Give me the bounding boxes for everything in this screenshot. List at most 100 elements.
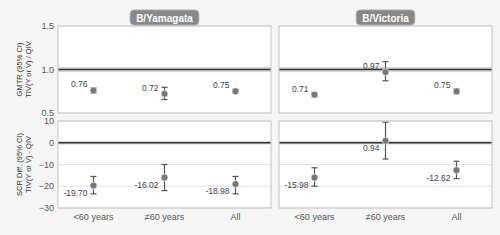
y-axis-label-line: SCR Diff. (95% CI)	[15, 133, 24, 196]
data-label: -12.62	[426, 173, 450, 183]
error-bar-cap	[383, 158, 389, 159]
y-tick-label: 1.0	[41, 65, 54, 75]
error-bar-cap	[162, 99, 168, 100]
chart: 0.51.01.50.760.720.75B/YamagataGMTR (95%…	[0, 0, 500, 235]
point	[161, 90, 168, 97]
point	[90, 182, 97, 189]
y-tick-label: −20	[39, 181, 54, 191]
error-bar-cap	[91, 193, 97, 194]
error-bar	[383, 122, 389, 159]
plot-background	[58, 121, 271, 208]
data-label: 0.71	[292, 84, 309, 94]
error-bar-cap	[91, 176, 97, 177]
panel: -15.98 0.94 -12.62 <60 years ≠60 years All	[279, 121, 492, 222]
title-badge: B/Victoria	[356, 10, 415, 25]
error-bar-cap	[454, 161, 460, 162]
error-bar-cap	[383, 80, 389, 81]
x-tick-label: All	[451, 212, 461, 222]
reference-band	[58, 141, 271, 144]
data-label: -18.98	[205, 186, 229, 196]
error-bar-cap	[312, 186, 318, 187]
data-label: 0.72	[142, 83, 159, 93]
error-bar	[454, 161, 460, 178]
title-badge: B/Yamagata	[130, 10, 199, 25]
y-axis-label: SCR Diff. (95% CI)TIV(Y or V) - QIV	[15, 133, 33, 196]
grid-line	[279, 186, 492, 187]
plot-area	[279, 122, 492, 186]
y-axis-label: GMTR (95% CI)TIV(Y or V) / QIV	[15, 41, 33, 98]
plot-background	[58, 26, 271, 113]
x-tick-label: All	[230, 212, 240, 222]
x-tick-label: ≠60 years	[145, 212, 185, 222]
data-label: 0.75	[434, 80, 451, 90]
data-label: 0.97	[363, 61, 380, 71]
error-bar-cap	[383, 121, 389, 122]
y-tick-label: 1.5	[41, 21, 54, 31]
data-label: -19.70	[63, 188, 87, 198]
plot-frame	[58, 26, 271, 113]
point	[232, 181, 239, 188]
title-background	[356, 10, 415, 25]
grid-line	[279, 164, 492, 165]
y-tick-label: 10	[44, 116, 54, 126]
plot-frame	[58, 121, 271, 208]
error-bar	[312, 168, 318, 186]
y-axis-label-line: TIV(Y or V) - QIV	[24, 136, 33, 193]
plot-area	[58, 67, 271, 100]
y-axis-label-line: GMTR (95% CI)	[15, 42, 24, 96]
point	[453, 88, 460, 95]
error-bar-cap	[233, 176, 239, 177]
point	[90, 87, 97, 94]
data-label: 0.76	[71, 79, 88, 89]
grid-line	[58, 164, 271, 165]
x-tick-label: <60 years	[74, 212, 114, 222]
plot-background	[279, 26, 492, 113]
reference-line	[58, 142, 271, 143]
error-bar-cap	[162, 190, 168, 191]
error-bar	[454, 89, 460, 94]
error-bar	[91, 176, 97, 193]
plot-background	[279, 121, 492, 208]
error-bar-cap	[383, 61, 389, 62]
point	[382, 69, 389, 76]
error-bar	[233, 176, 239, 193]
error-bar-cap	[162, 164, 168, 165]
error-bar-cap	[454, 178, 460, 179]
data-label: 0.75	[213, 80, 230, 90]
title-background	[130, 10, 199, 25]
error-bar	[162, 165, 168, 191]
point	[161, 174, 168, 181]
point	[453, 167, 460, 174]
data-label: -15.98	[284, 180, 308, 190]
error-bar	[91, 88, 97, 93]
data-label: 0.94	[363, 143, 380, 153]
plot-area	[58, 141, 271, 194]
y-axis-label-line: TIV(Y or V) / QIV	[24, 41, 33, 98]
plot-frame	[279, 26, 492, 113]
title: B/Yamagata	[136, 13, 193, 24]
error-bar	[383, 62, 389, 81]
panel: 0.71 0.97 0.75 B/Victoria	[279, 10, 492, 113]
point	[311, 174, 318, 181]
point	[232, 88, 239, 95]
data-label: -16.02	[134, 180, 158, 190]
reference-band	[58, 67, 271, 72]
plot-area	[279, 62, 492, 99]
panel: 0.51.01.50.760.720.75B/YamagataGMTR (95%…	[15, 10, 271, 118]
x-tick-label: ≠60 years	[366, 212, 406, 222]
panel: −30 −20 −10 0 10 -19.70 -16.02 -18.98 <60 years ≠…	[15, 116, 271, 222]
error-bar-cap	[162, 87, 168, 88]
error-bar-cap	[312, 167, 318, 168]
grid-line	[58, 69, 271, 70]
y-tick-label: 0	[49, 138, 54, 148]
error-bar	[162, 87, 168, 99]
error-bar-cap	[233, 193, 239, 194]
y-tick-label: −10	[39, 160, 54, 170]
y-tick-label: −30	[39, 203, 54, 213]
reference-line	[58, 69, 271, 70]
title: B/Victoria	[362, 13, 409, 24]
x-tick-label: <60 years	[295, 212, 335, 222]
point	[382, 137, 389, 144]
point	[311, 91, 318, 98]
grid-line	[58, 142, 271, 143]
